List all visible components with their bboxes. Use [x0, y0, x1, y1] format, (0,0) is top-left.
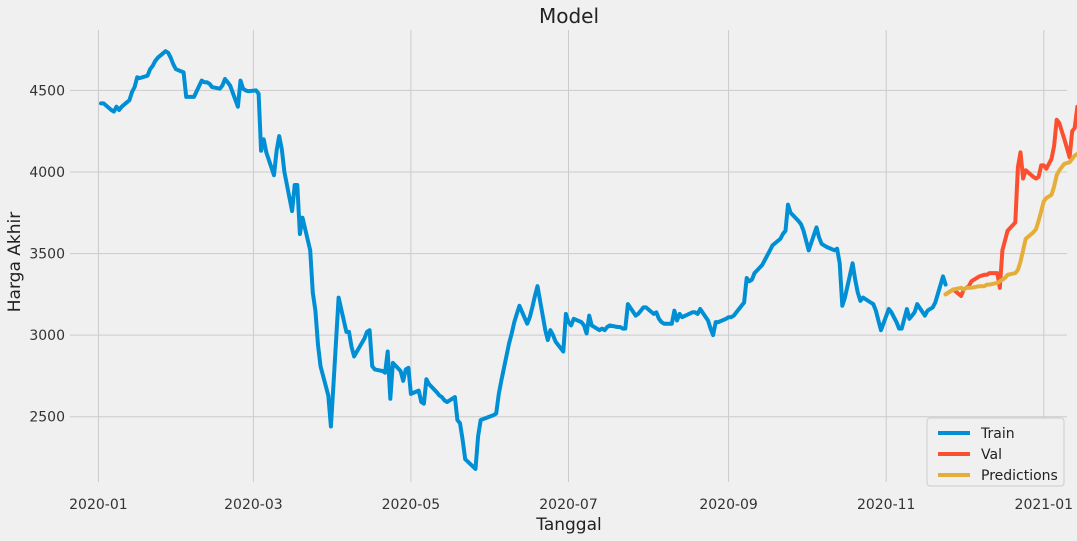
- x-tick-label: 2020-05: [382, 497, 441, 513]
- x-tick-label: 2021-01: [1015, 497, 1074, 513]
- y-axis-label: Harga Akhir: [5, 212, 25, 312]
- x-tick-label: 2020-09: [699, 497, 758, 513]
- legend-label: Val: [981, 447, 1002, 463]
- legend: Train Val Predictions: [926, 417, 1065, 487]
- x-tick-label: 2020-11: [857, 497, 916, 513]
- x-axis-label: Tanggal: [535, 515, 602, 535]
- legend-label: Predictions: [981, 468, 1058, 484]
- y-tick-label: 3000: [29, 328, 65, 344]
- legend-label: Train: [980, 426, 1015, 442]
- series-line-predictions: [943, 151, 1077, 297]
- x-tick-label: 2020-03: [224, 497, 283, 513]
- y-tick-label: 4000: [29, 165, 65, 181]
- tick-labels: 2020-01 2020-03 2020-05 2020-07 2020-09 2020-…: [29, 83, 1073, 513]
- chart-title: Model: [539, 4, 599, 28]
- series-lines: [99, 49, 1077, 471]
- x-tick-label: 2020-01: [69, 497, 128, 513]
- x-tick-label: 2020-07: [539, 497, 598, 513]
- y-tick-label: 4500: [29, 83, 65, 99]
- series-line-train: [99, 49, 948, 471]
- y-tick-label: 2500: [29, 410, 65, 426]
- series-line-val: [943, 104, 1077, 298]
- grid: [70, 30, 1067, 482]
- y-tick-label: 3500: [29, 247, 65, 263]
